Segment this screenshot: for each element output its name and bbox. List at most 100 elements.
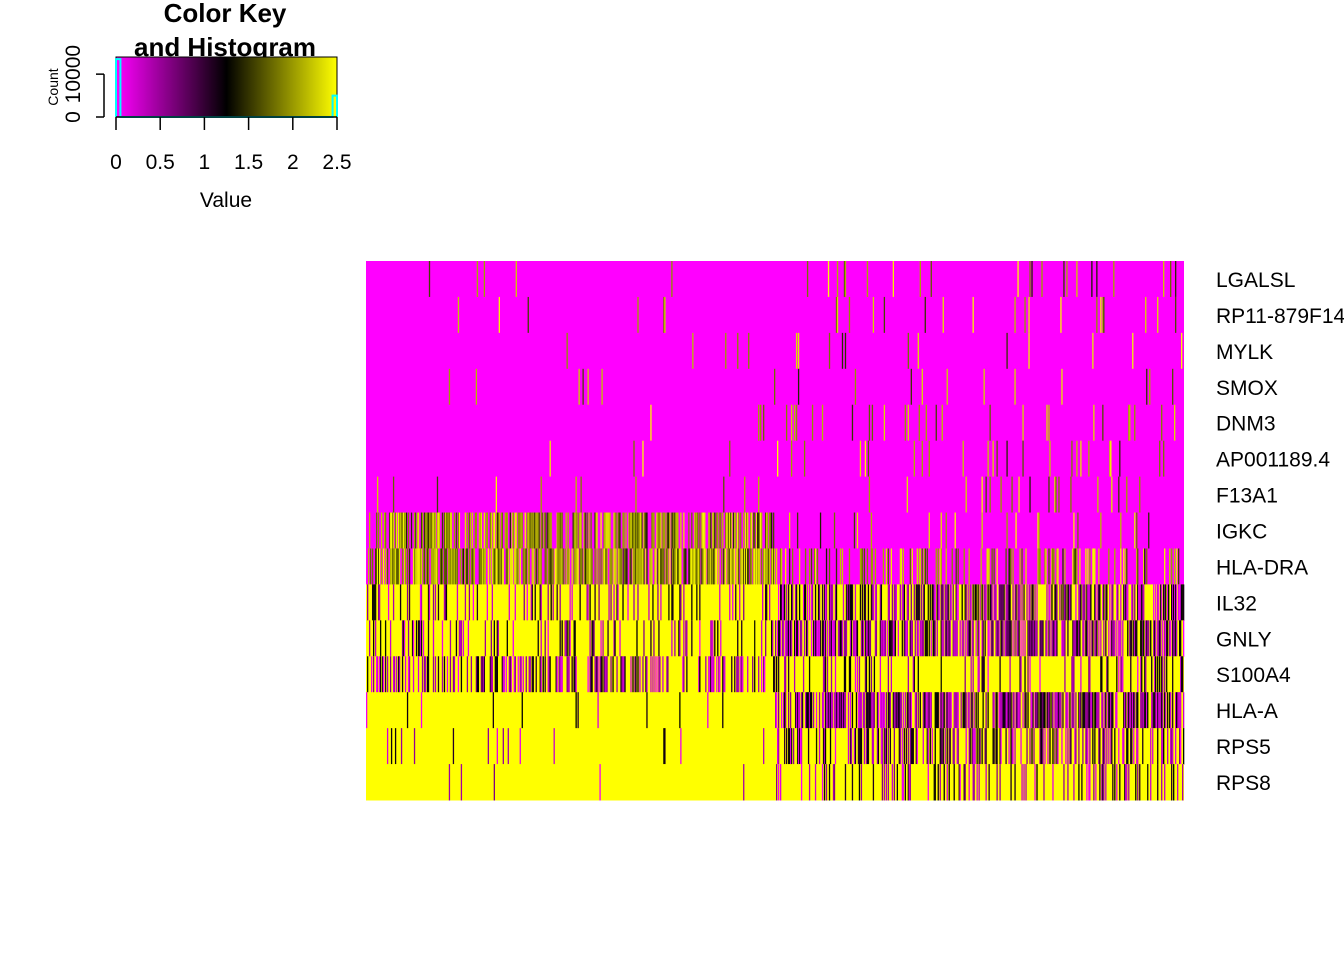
heatmap-cell xyxy=(929,620,930,656)
heatmap-cell xyxy=(409,656,410,692)
heatmap-cell xyxy=(982,728,983,764)
heatmap-cell xyxy=(977,728,978,764)
heatmap-cell xyxy=(729,584,730,620)
heatmap xyxy=(366,261,1184,801)
heatmap-cell xyxy=(545,620,546,656)
heatmap-cell xyxy=(1131,728,1132,764)
heatmap-cell xyxy=(1137,764,1138,800)
heatmap-cell xyxy=(1034,764,1035,800)
heatmap-cell xyxy=(1182,764,1183,800)
heatmap-cell xyxy=(617,584,618,620)
heatmap-cell xyxy=(506,656,507,692)
heatmap-cell xyxy=(523,656,524,692)
heatmap-cell xyxy=(1102,692,1103,728)
heatmap-cell xyxy=(691,513,692,549)
heatmap-cell xyxy=(769,548,770,584)
heatmap-cell xyxy=(799,548,800,584)
heatmap-cell xyxy=(1164,656,1165,692)
heatmap-cell xyxy=(660,584,661,620)
heatmap-cell xyxy=(835,620,836,656)
heatmap-cell xyxy=(651,548,652,584)
heatmap-cell xyxy=(785,548,786,584)
heatmap-cell xyxy=(724,656,725,692)
heatmap-cell xyxy=(446,584,447,620)
heatmap-cell xyxy=(625,513,626,549)
heatmap-cell xyxy=(418,656,419,692)
heatmap-cell xyxy=(1161,584,1162,620)
heatmap-cell xyxy=(939,584,940,620)
heatmap-cell xyxy=(888,548,889,584)
heatmap-cell xyxy=(826,548,827,584)
heatmap-cell xyxy=(1174,405,1175,441)
heatmap-cell xyxy=(876,620,877,656)
heatmap-cell xyxy=(449,369,450,405)
heatmap-cell xyxy=(1067,728,1068,764)
heatmap-cell xyxy=(1134,513,1135,549)
heatmap-cell xyxy=(1183,692,1184,728)
heatmap-cell xyxy=(788,656,789,692)
heatmap-cell xyxy=(1183,584,1184,620)
heatmap-cell xyxy=(619,620,620,656)
heatmap-cell xyxy=(777,441,778,477)
heatmap-cell xyxy=(832,584,833,620)
heatmap-cell xyxy=(1019,584,1020,620)
heatmap-cell xyxy=(1056,584,1057,620)
heatmap-cell xyxy=(1110,441,1111,477)
heatmap-cell xyxy=(518,548,519,584)
heatmap-cell xyxy=(601,369,602,405)
heatmap-cell xyxy=(868,584,869,620)
heatmap-cell xyxy=(969,548,970,584)
heatmap-cell xyxy=(958,584,959,620)
heatmap-cell xyxy=(428,656,429,692)
heatmap-cell xyxy=(1044,692,1045,728)
heatmap-cell xyxy=(874,656,875,692)
heatmap-cell xyxy=(873,584,874,620)
heatmap-cell xyxy=(743,584,744,620)
heatmap-cell xyxy=(908,656,909,692)
heatmap-cell xyxy=(550,441,551,477)
heatmap-cell xyxy=(408,620,409,656)
heatmap-cell xyxy=(791,728,792,764)
heatmap-cell xyxy=(1166,656,1167,692)
heatmap-cell xyxy=(1037,692,1038,728)
heatmap-cell xyxy=(1092,333,1093,369)
heatmap-cell xyxy=(646,513,647,549)
heatmap-cell xyxy=(861,692,862,728)
heatmap-cell xyxy=(1133,728,1134,764)
heatmap-cell xyxy=(680,513,681,549)
heatmap-cell xyxy=(548,620,549,656)
heatmap-cell xyxy=(1111,728,1112,764)
heatmap-cell xyxy=(1026,584,1027,620)
heatmap-cell xyxy=(803,656,804,692)
heatmap-cell xyxy=(776,656,777,692)
heatmap-cell xyxy=(639,656,640,692)
y-tick-label: 0 xyxy=(62,111,85,123)
heatmap-cell xyxy=(989,477,990,513)
heatmap-cell xyxy=(1180,728,1181,764)
heatmap-cell xyxy=(584,513,585,549)
heatmap-cell xyxy=(820,513,821,549)
heatmap-cell xyxy=(927,548,928,584)
heatmap-cell xyxy=(958,548,959,584)
heatmap-cell xyxy=(589,584,590,620)
heatmap-cell xyxy=(819,692,820,728)
heatmap-cell xyxy=(773,513,774,549)
heatmap-cell xyxy=(917,548,918,584)
heatmap-cell xyxy=(792,584,793,620)
heatmap-cell xyxy=(1092,692,1093,728)
heatmap-cell xyxy=(901,548,902,584)
heatmap-cell xyxy=(862,584,863,620)
heatmap-cell xyxy=(1168,584,1169,620)
heatmap-cell xyxy=(470,513,471,549)
heatmap-cell xyxy=(699,620,700,656)
heatmap-cell xyxy=(1118,728,1119,764)
heatmap-cell xyxy=(1095,584,1096,620)
heatmap-cell xyxy=(476,513,477,549)
heatmap-cell xyxy=(438,584,439,620)
heatmap-row-label: HLA-DRA xyxy=(1216,556,1308,579)
heatmap-cell xyxy=(616,656,617,692)
heatmap-row-label: S100A4 xyxy=(1216,664,1291,687)
heatmap-cell xyxy=(1177,764,1178,800)
heatmap-cell xyxy=(984,620,985,656)
heatmap-cell xyxy=(569,656,570,692)
